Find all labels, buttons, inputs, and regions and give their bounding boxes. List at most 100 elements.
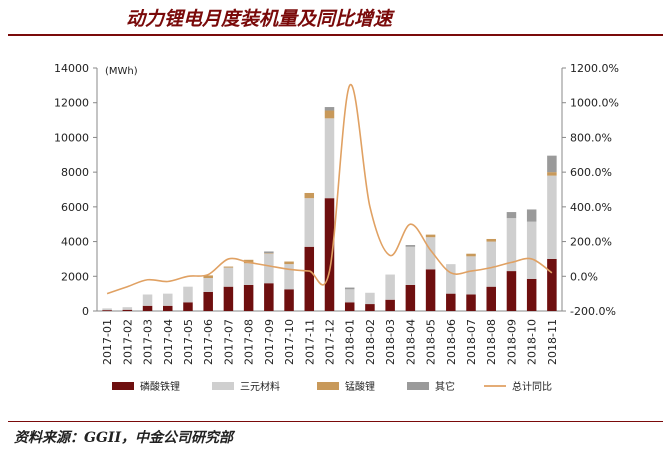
left-tick-label: 14000	[54, 62, 89, 75]
right-tick-label: 1200.0%	[570, 62, 619, 75]
bar-lfp	[385, 299, 395, 311]
left-tick-label: 2000	[61, 270, 89, 283]
chart-legend: 磷酸铁锂 三元材料 锰酸锂 其它 总计同比	[112, 380, 552, 393]
right-tick-label: 600.0%	[570, 166, 612, 179]
x-tick-label: 2018-08	[485, 319, 498, 365]
bar-lfp	[405, 284, 416, 311]
bar-lfp	[223, 286, 234, 311]
bar-ternary	[264, 253, 274, 284]
left-tick-label: 12000	[54, 97, 89, 110]
legend-label: 总计同比	[512, 380, 552, 393]
bar-ternary	[223, 267, 234, 287]
bar-lfp	[142, 305, 153, 311]
x-tick-label: 2018-06	[445, 319, 458, 365]
legend-swatch-lfp	[112, 382, 134, 390]
right-tick-label: 800.0%	[570, 131, 612, 144]
x-axis-labels: 2017-01 2017-02 2017-03 2017-04 2017-05 2017-…	[101, 319, 559, 365]
bar-lmo	[547, 172, 557, 176]
left-tick-label: 0	[82, 305, 89, 318]
bar-lfp	[486, 286, 496, 311]
bar-ternary	[365, 292, 375, 305]
bar-lmo	[243, 259, 254, 264]
x-tick-label: 2018-02	[364, 319, 377, 365]
chart: 0 2000 4000 6000 8000 10000 12000 14000 -200.0% 0…	[54, 62, 619, 393]
bar-ternary	[304, 198, 315, 247]
legend-label: 磷酸铁锂	[140, 380, 180, 393]
bar-lmo	[264, 253, 274, 254]
bar-other	[547, 155, 557, 173]
yoy-line	[106, 84, 553, 295]
bar-ternary	[446, 264, 456, 294]
legend-label: 锰酸锂	[345, 380, 375, 393]
bar-other	[324, 107, 335, 111]
bar-lfp	[526, 278, 537, 311]
legend-label: 三元材料	[240, 380, 280, 393]
right-tick-label: 0.0%	[570, 270, 598, 283]
footer-divider	[8, 421, 663, 422]
x-tick-label: 2017-10	[283, 319, 296, 365]
bar-other	[264, 251, 274, 254]
bar-lmo	[304, 192, 315, 199]
bar-lfp	[264, 283, 274, 311]
x-tick-label: 2017-07	[222, 319, 235, 365]
left-tick-label: 8000	[61, 166, 89, 179]
legend-swatch-ternary	[212, 382, 234, 390]
bar-lfp	[102, 310, 112, 311]
bar-ternary	[385, 274, 395, 300]
bar-lfp	[547, 258, 557, 311]
page-title: 动力锂电月度装机量及同比增速	[126, 8, 393, 30]
bar-other	[344, 287, 355, 290]
left-tick-label: 4000	[61, 236, 89, 249]
x-tick-label: 2017-05	[182, 319, 195, 365]
x-tick-label: 2017-08	[243, 319, 256, 365]
bar-lfp	[344, 302, 355, 311]
x-tick-label: 2017-11	[303, 319, 316, 365]
x-tick-label: 2018-01	[344, 319, 357, 365]
title-divider	[8, 34, 663, 36]
bar-ternary	[425, 237, 436, 270]
x-tick-label: 2018-10	[526, 319, 539, 365]
right-tick-label: 200.0%	[570, 236, 612, 249]
y-axis-unit: (MWh)	[105, 66, 138, 77]
x-tick-label: 2018-09	[505, 319, 518, 365]
bar-lmo	[284, 261, 294, 265]
x-tick-label: 2017-03	[142, 319, 155, 365]
bar-lfp	[365, 304, 375, 311]
bar-ternary	[547, 175, 557, 259]
x-tick-label: 2018-04	[404, 319, 417, 365]
right-tick-label: -200.0%	[570, 305, 616, 318]
bar-other	[405, 245, 416, 247]
bar-ternary	[486, 241, 496, 287]
bar-ternary	[142, 294, 153, 306]
bar-lfp	[284, 289, 294, 311]
right-tick-label: 1000.0%	[570, 97, 619, 110]
bar-ternary	[163, 293, 173, 306]
chart-line	[106, 84, 553, 295]
x-tick-label: 2018-07	[465, 319, 478, 365]
legend-swatch-other	[407, 382, 429, 390]
bar-lfp	[163, 305, 173, 311]
chart-axes: 0 2000 4000 6000 8000 10000 12000 14000 -200.0% 0…	[54, 62, 619, 318]
bar-ternary	[526, 221, 537, 279]
bar-ternary	[243, 263, 254, 285]
bar-ternary	[183, 286, 193, 303]
bar-lfp	[243, 284, 254, 311]
bar-lfp	[122, 309, 133, 311]
x-tick-label: 2018-05	[425, 319, 438, 365]
bar-other	[506, 212, 517, 219]
bar-ternary	[466, 256, 476, 295]
legend-label: 其它	[435, 380, 455, 393]
right-tick-label: 400.0%	[570, 201, 612, 214]
bar-ternary	[203, 278, 213, 292]
left-tick-label: 10000	[54, 131, 89, 144]
source-note: 资料来源：GGII，中金公司研究部	[14, 430, 234, 446]
bar-lmo	[486, 238, 496, 242]
bar-ternary	[324, 118, 335, 199]
x-tick-label: 2017-04	[162, 319, 175, 365]
bar-lfp	[183, 302, 193, 311]
bar-ternary	[344, 289, 355, 303]
bar-lfp	[203, 291, 213, 311]
x-tick-label: 2018-03	[384, 319, 397, 365]
x-tick-label: 2017-12	[324, 319, 337, 365]
bar-lmo	[425, 234, 436, 238]
